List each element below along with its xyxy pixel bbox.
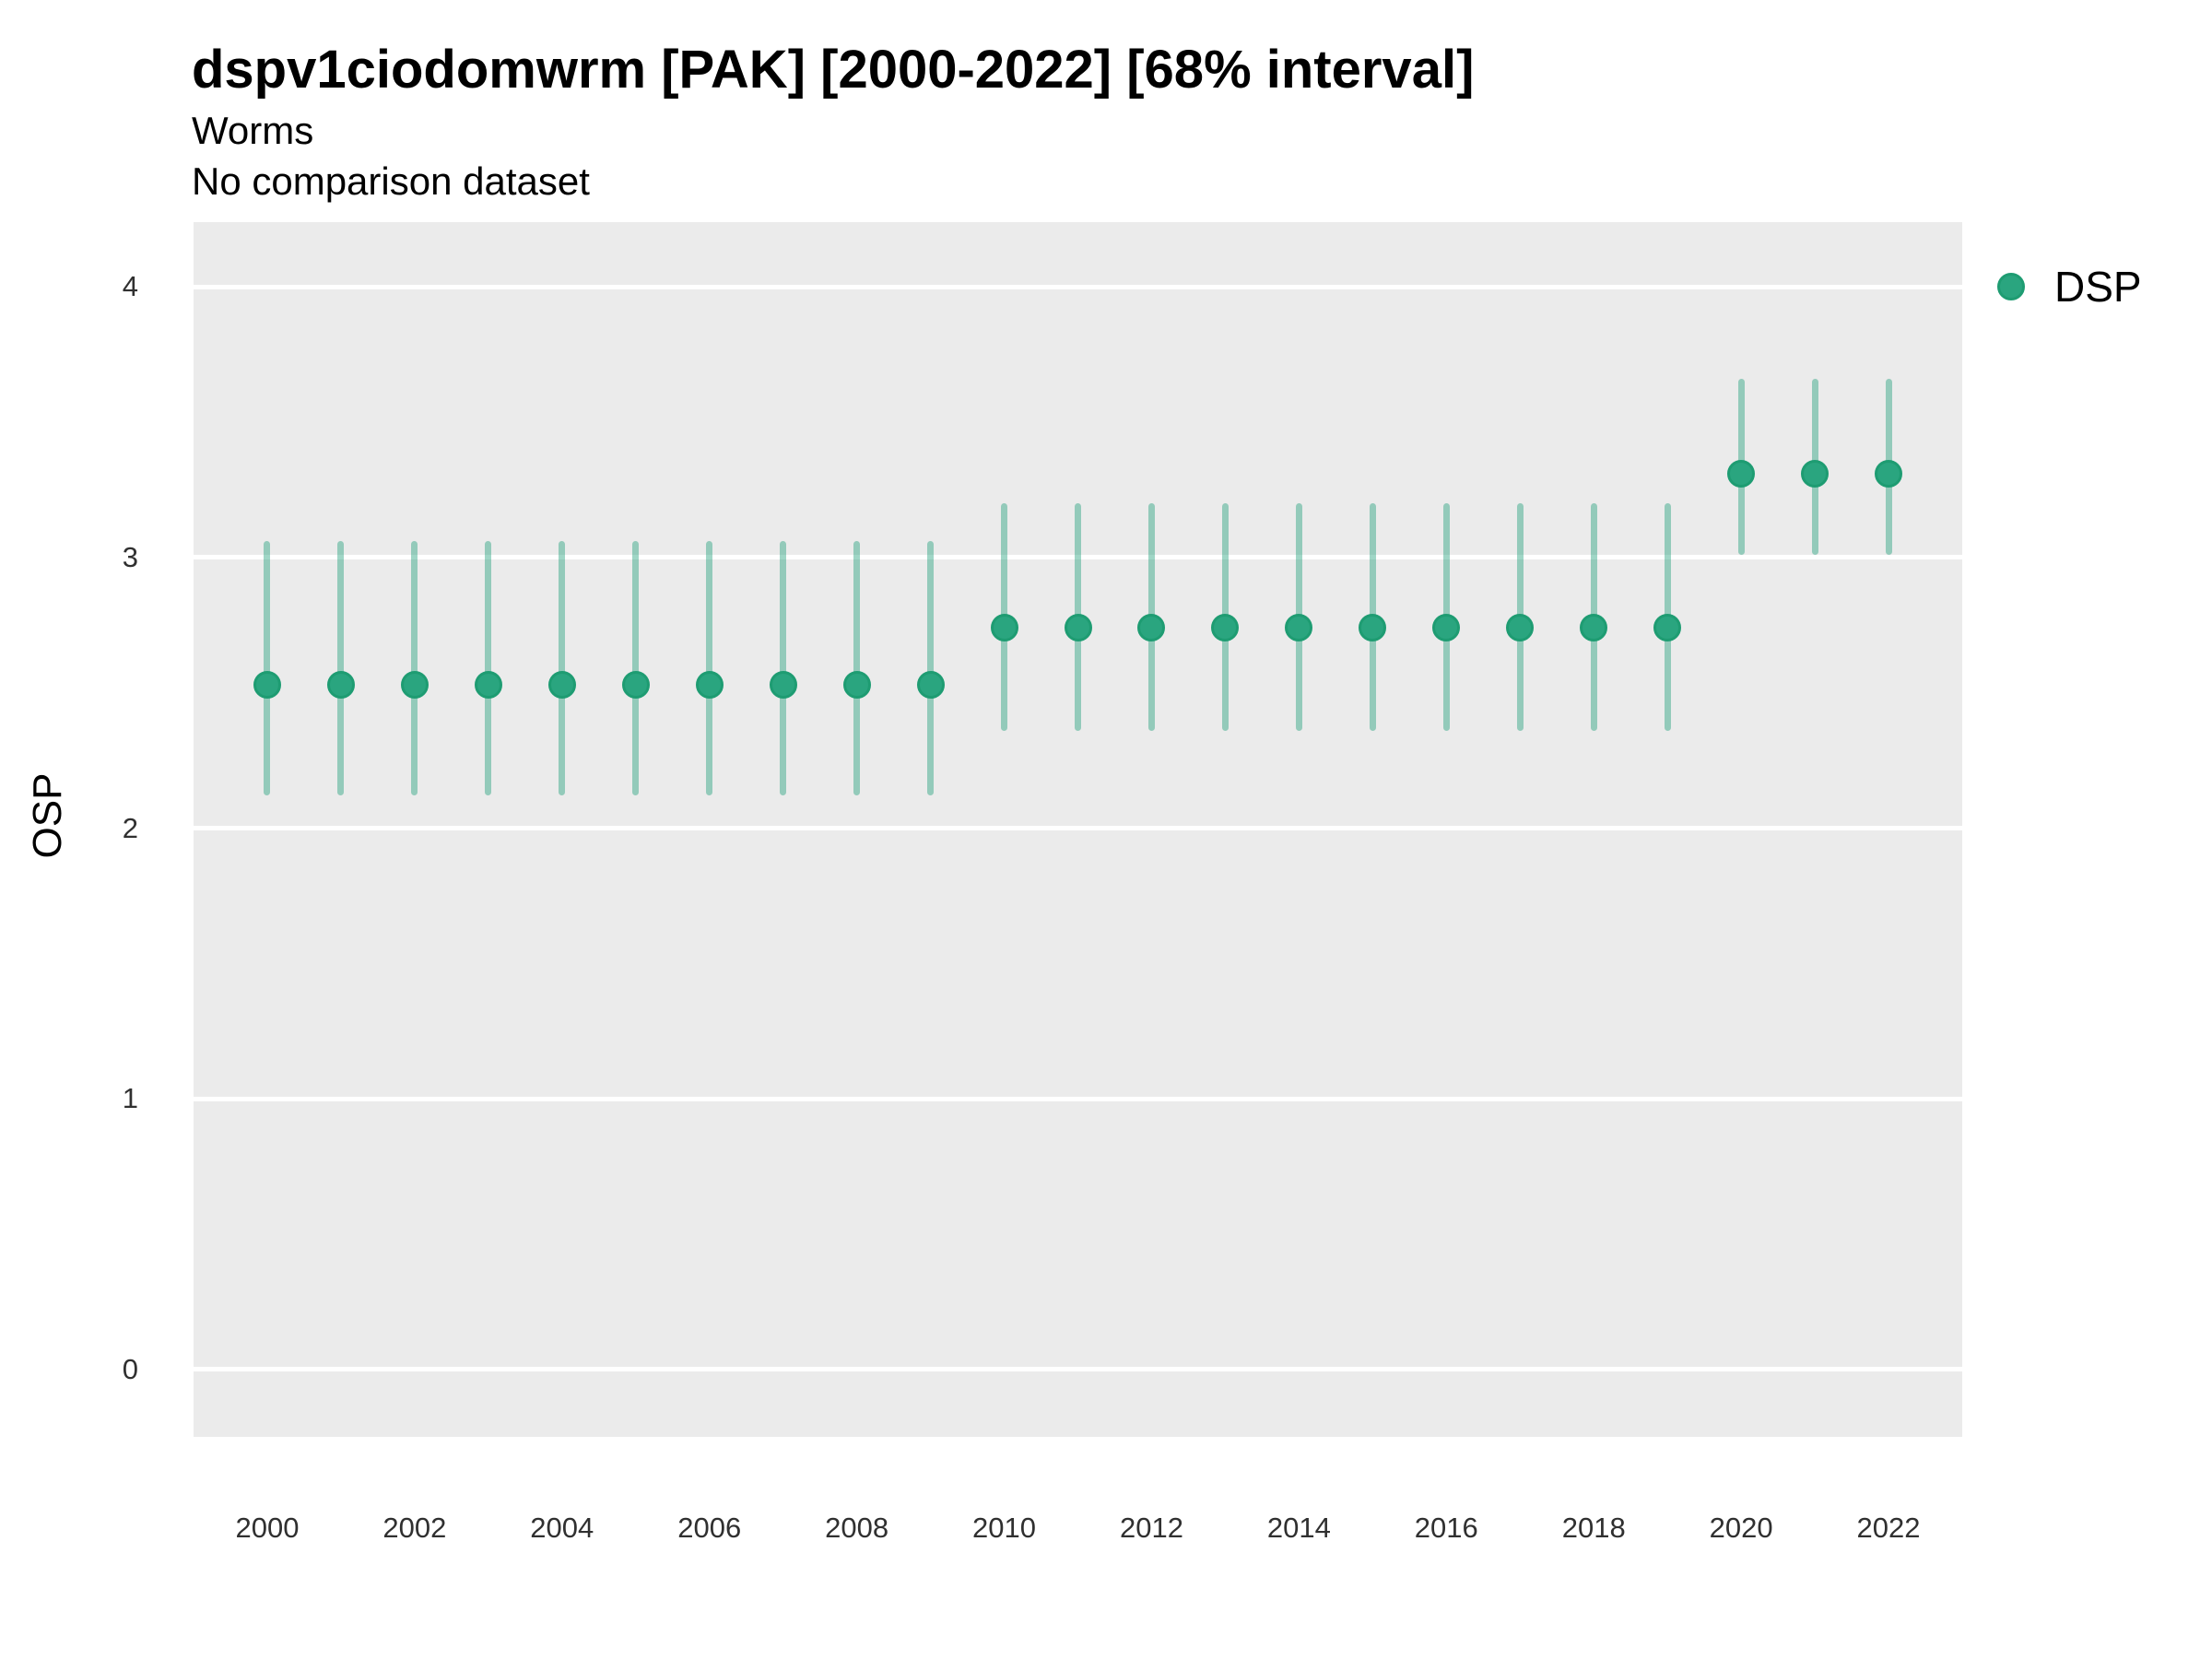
gridline-y-4	[194, 284, 1962, 289]
y-tick-label-0: 0	[122, 1352, 138, 1385]
interval-bar	[927, 541, 935, 796]
interval-bar	[706, 541, 713, 796]
interval-bar	[559, 541, 566, 796]
interval-bar	[485, 541, 492, 796]
gridline-y-3	[194, 555, 1962, 560]
data-point	[842, 670, 871, 699]
x-tick-label-2010: 2010	[972, 1512, 1037, 1544]
gridline-y-2	[194, 826, 1962, 831]
data-point	[253, 670, 281, 699]
y-tick-label-2: 2	[122, 811, 138, 844]
data-point	[1875, 459, 1903, 488]
x-tick-label-2002: 2002	[382, 1512, 447, 1544]
y-tick-label-3: 3	[122, 540, 138, 573]
data-point	[1653, 614, 1682, 642]
plot-panel	[194, 222, 1962, 1437]
legend-item-label: DSP	[2054, 263, 2142, 311]
y-tick-label-4: 4	[122, 270, 138, 303]
y-tick-label-1: 1	[122, 1082, 138, 1115]
data-point	[1801, 459, 1830, 488]
gridline-y-1	[194, 1096, 1962, 1101]
data-point	[474, 670, 502, 699]
data-point	[916, 670, 945, 699]
interval-bar	[411, 541, 418, 796]
comparison-note: No comparison dataset	[192, 159, 590, 203]
data-point	[1211, 614, 1240, 642]
x-tick-label-2000: 2000	[235, 1512, 300, 1544]
data-point	[621, 670, 650, 699]
gridline-y-0	[194, 1367, 1962, 1372]
chart-title: dspv1ciodomwrm [PAK] [2000-2022] [68% in…	[192, 40, 1475, 100]
interval-bar	[337, 541, 345, 796]
data-point	[990, 614, 1018, 642]
data-point	[547, 670, 576, 699]
data-point	[1285, 614, 1313, 642]
data-point	[1506, 614, 1535, 642]
x-tick-label-2020: 2020	[1709, 1512, 1773, 1544]
data-point	[1359, 614, 1387, 642]
legend: DSP	[1997, 262, 2142, 312]
data-point	[1580, 614, 1608, 642]
chart-subtitle: Worms	[192, 109, 314, 152]
x-tick-label-2022: 2022	[1856, 1512, 1921, 1544]
data-point	[695, 670, 724, 699]
interval-bar	[632, 541, 640, 796]
data-point	[400, 670, 429, 699]
legend-point-icon	[1997, 273, 2025, 300]
interval-bar	[264, 541, 271, 796]
x-tick-label-2014: 2014	[1266, 1512, 1331, 1544]
data-point	[1137, 614, 1166, 642]
x-tick-label-2018: 2018	[1561, 1512, 1626, 1544]
x-tick-label-2012: 2012	[1119, 1512, 1183, 1544]
data-point	[769, 670, 797, 699]
data-point	[1064, 614, 1092, 642]
interval-bar	[853, 541, 861, 796]
x-tick-label-2008: 2008	[825, 1512, 889, 1544]
data-point	[326, 670, 355, 699]
x-tick-label-2006: 2006	[677, 1512, 742, 1544]
x-tick-label-2004: 2004	[530, 1512, 594, 1544]
interval-bar	[780, 541, 787, 796]
x-tick-label-2016: 2016	[1414, 1512, 1478, 1544]
data-point	[1432, 614, 1461, 642]
data-point	[1727, 459, 1756, 488]
